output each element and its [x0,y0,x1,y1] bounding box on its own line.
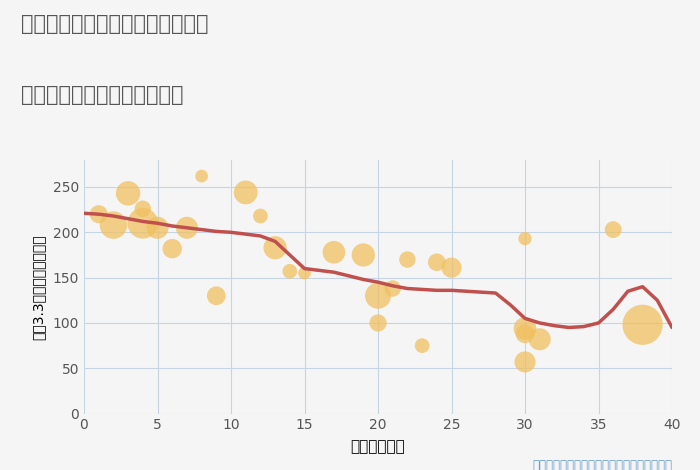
Point [446,264,457,271]
Text: 築年数別中古マンション価格: 築年数別中古マンション価格 [21,85,183,105]
Point [519,358,531,366]
X-axis label: 築年数（年）: 築年数（年） [351,439,405,454]
Point [372,319,384,327]
Point [328,249,339,256]
Point [299,269,310,277]
Point [240,188,251,196]
Point [608,226,619,233]
Point [152,224,163,232]
Point [137,205,148,212]
Point [255,212,266,220]
Point [93,211,104,218]
Text: 円の大きさは、取引のあった物件面積を示す: 円の大きさは、取引のあった物件面積を示す [532,459,672,470]
Point [519,325,531,332]
Point [196,172,207,180]
Point [137,219,148,227]
Point [167,245,178,252]
Point [519,235,531,243]
Point [270,244,281,251]
Point [108,221,119,229]
Point [431,258,442,266]
Text: 愛知県名古屋市中村区中村本町の: 愛知県名古屋市中村区中村本町の [21,14,209,34]
Point [358,251,369,258]
Y-axis label: 坪（3.3㎡）単価（万円）: 坪（3.3㎡）単価（万円） [32,234,46,339]
Point [372,292,384,299]
Point [402,256,413,263]
Point [534,336,545,343]
Point [284,267,295,275]
Point [211,292,222,299]
Point [122,189,134,197]
Point [181,224,193,232]
Point [637,321,648,329]
Point [387,285,398,292]
Point [416,342,428,349]
Point [519,330,531,337]
